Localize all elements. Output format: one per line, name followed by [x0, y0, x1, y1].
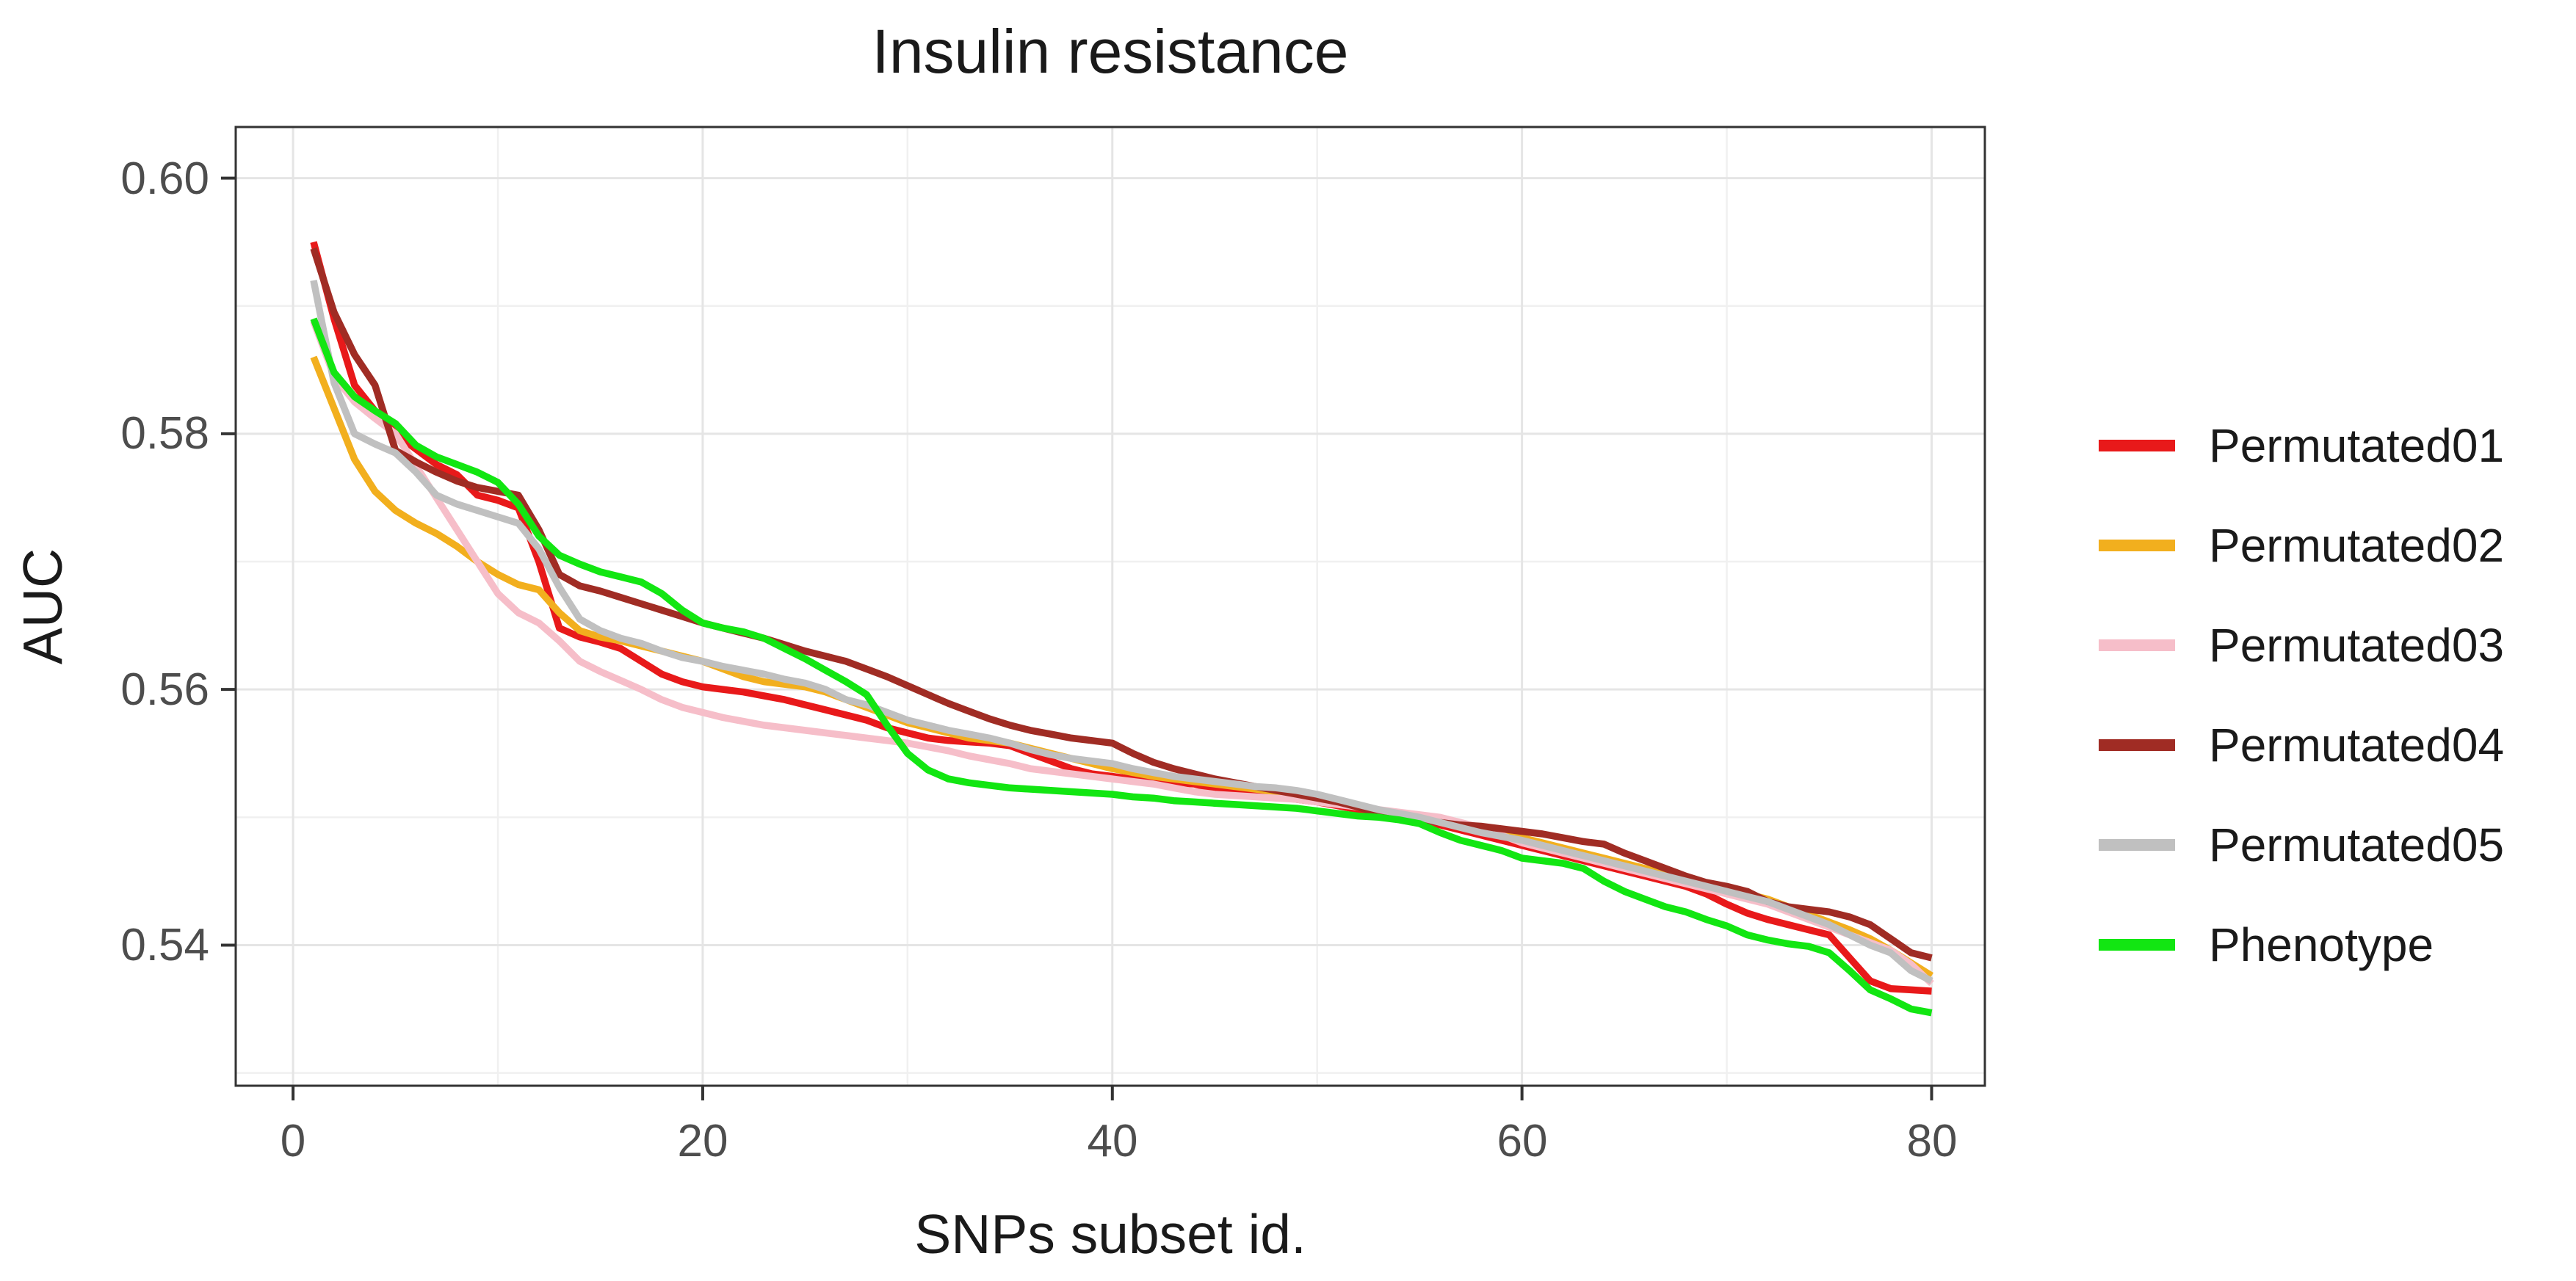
- legend-label: Permutated02: [2209, 519, 2505, 572]
- axis-ticks: [221, 176, 1933, 1100]
- line-series-permutated04: [310, 247, 1933, 962]
- x-tick-label-60: 60: [1497, 1116, 1548, 1166]
- legend-entry-permutated05: Permutated05: [2099, 819, 2504, 871]
- legend-entry-permutated01: Permutated01: [2099, 419, 2505, 472]
- legend-label: Permutated04: [2209, 719, 2505, 772]
- legend-label: Permutated03: [2209, 619, 2505, 672]
- y-tick-label-0.54: 0.54: [120, 920, 209, 970]
- legend-label: Permutated01: [2209, 419, 2505, 472]
- data-lines: [310, 241, 1934, 1017]
- legend-key-phenotype-line-swatch: [2099, 939, 2175, 951]
- gridlines: [236, 127, 1985, 1086]
- x-tick-label-0: 0: [280, 1116, 306, 1166]
- legend-label: Phenotype: [2209, 918, 2434, 971]
- chart-title: Insulin resistance: [872, 17, 1349, 86]
- legend-key-permutated04-line-swatch: [2099, 739, 2175, 751]
- legend-label: Permutated05: [2209, 819, 2505, 871]
- y-tick-label-0.58: 0.58: [120, 408, 209, 459]
- y-tick-label-0.60: 0.60: [120, 153, 209, 204]
- legend-entry-phenotype: Phenotype: [2099, 918, 2434, 971]
- x-tick-label-80: 80: [1906, 1116, 1958, 1166]
- y-tick-label-0.56: 0.56: [120, 664, 209, 715]
- line-series-permutated05: [310, 280, 1933, 984]
- legend-key-permutated02-line-swatch: [2099, 540, 2175, 551]
- line-series-phenotype: [310, 317, 1933, 1017]
- panel-frame: [234, 126, 1986, 1087]
- legend-key-permutated03-line-swatch: [2099, 639, 2175, 651]
- legend-entry-permutated04: Permutated04: [2099, 719, 2505, 772]
- legend-key-permutated01-line-swatch: [2099, 440, 2175, 451]
- legend-key-permutated05-line-swatch: [2099, 839, 2175, 851]
- x-tick-label-20: 20: [677, 1116, 728, 1166]
- panel-border: [234, 126, 1986, 1087]
- legend-entry-permutated03: Permutated03: [2099, 619, 2505, 672]
- y-axis-title: AUC: [12, 548, 73, 665]
- x-tick-label-40: 40: [1087, 1116, 1138, 1166]
- x-axis-title: SNPs subset id.: [914, 1203, 1306, 1265]
- legend-entry-permutated02: Permutated02: [2099, 519, 2505, 572]
